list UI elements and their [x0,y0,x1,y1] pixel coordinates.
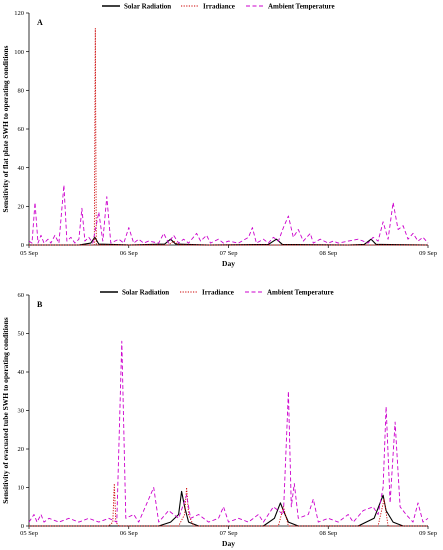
panel-a-y-tick-label: 60 [18,126,25,133]
panel-a-y-axis-title: Sensitivity of flat plate SWH to operati… [1,45,10,212]
panel-b-x-tick-label: 05 Sep [20,530,38,537]
panel-a-x-tick-label: 06 Sep [120,250,138,257]
panel-b-y-tick-label: 30 [18,408,25,415]
panel-b-x-tick-label: 06 Sep [120,530,138,537]
panel-a-x-tick-label: 05 Sep [20,250,38,257]
panel-a-series-irradiance [29,28,428,246]
panel-a-y-tick-label: 120 [14,10,24,17]
panel-b-y-tick-label: 50 [18,331,25,338]
panel-b-legend-label: Irradiance [202,288,234,296]
panel-b-x-tick-label: 09 Sep [419,530,437,537]
panel-b-series-irradiance [29,483,428,527]
panel-a-x-axis-title: Day [222,259,235,268]
panel-a-x-tick-label: 09 Sep [419,250,437,257]
panel-b-x-tick-label: 08 Sep [319,530,337,537]
panel-a-series-solar-radiation [29,236,429,246]
panel-b-legend-label: Solar Radiation [122,288,169,296]
panel-b-y-tick-label: 20 [18,446,25,453]
panel-a-series-ambient-temperature [28,184,429,244]
panel-b-legend-label: Ambient Temperature [267,288,334,296]
panel-a-panel-label: A [37,18,43,27]
panel-a-y-tick-label: 0 [21,242,24,249]
panel-a-x-tick-label: 08 Sep [319,250,337,257]
panel-b-y-tick-label: 40 [18,369,25,376]
panel-b-x-axis-title: Day [222,539,235,548]
panel-b-y-tick-label: 60 [18,292,25,299]
panel-b-x-tick-label: 07 Sep [220,530,238,537]
panel-b-series-ambient-temperature [28,340,429,523]
panel-b-panel-label: B [37,300,43,309]
panel-a-y-tick-label: 40 [18,165,25,172]
panel-a-y-tick-label: 80 [18,88,25,95]
panel-b-y-axis-title: Sensitivity of evacuated tube SWH to ope… [1,317,10,504]
panel-a-legend-label: Ambient Temperature [268,2,335,10]
panel-a-y-tick-label: 100 [14,49,24,56]
panel-a-legend-label: Irradiance [203,2,235,10]
panel-b-y-tick-label: 0 [21,523,24,530]
panel-b-y-tick-label: 10 [18,485,25,492]
panel-a-x-tick-label: 07 Sep [220,250,238,257]
panel-a-y-tick-label: 20 [18,204,25,211]
panel-a-legend-label: Solar Radiation [124,2,171,10]
